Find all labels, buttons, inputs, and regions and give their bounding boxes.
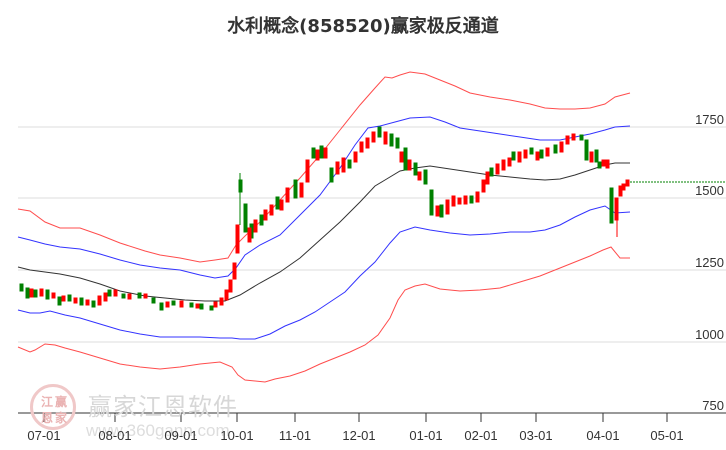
- x-tick-label: 03-01: [519, 428, 553, 443]
- watermark-logo-char: 家: [55, 411, 68, 425]
- y-tick-label: 1000: [695, 327, 724, 342]
- lower-inner-band: [17, 205, 631, 340]
- x-tick-label: 12-01: [342, 428, 376, 443]
- middle-line: [17, 162, 630, 302]
- gridlines: [18, 126, 726, 343]
- watermark-brand: 赢家江恩软件: [88, 393, 238, 421]
- candlesticks: [19, 126, 630, 311]
- chart-title: 水利概念(858520)赢家极反通道: [227, 16, 499, 37]
- watermark-logo-char: 赢: [55, 395, 68, 409]
- x-tick-label: 04-01: [586, 428, 620, 443]
- y-tick-label: 1750: [695, 112, 724, 127]
- y-tick-label: 1250: [695, 255, 724, 270]
- x-tick-label: 08-01: [98, 428, 132, 443]
- y-tick-label: 750: [702, 398, 724, 413]
- watermark-logo-char: 恩: [41, 411, 54, 425]
- watermark-url: www.360gann.com: [86, 421, 230, 440]
- x-tick-label: 05-01: [650, 428, 684, 443]
- x-tick-label: 07-01: [27, 428, 61, 443]
- x-tick-label: 11-01: [278, 428, 312, 443]
- x-axis-ticks: [43, 413, 668, 422]
- x-tick-label: 01-01: [409, 428, 443, 443]
- x-tick-label: 10-01: [220, 428, 254, 443]
- upper-outer-band: [17, 71, 631, 263]
- x-tick-label: 02-01: [464, 428, 498, 443]
- watermark-logo: 江 赢 恩 家: [30, 384, 76, 430]
- lower-outer-band: [17, 246, 630, 383]
- x-tick-label: 09-01: [164, 428, 198, 443]
- watermark-logo-char: 江: [41, 395, 54, 409]
- y-tick-label: 1500: [695, 183, 724, 198]
